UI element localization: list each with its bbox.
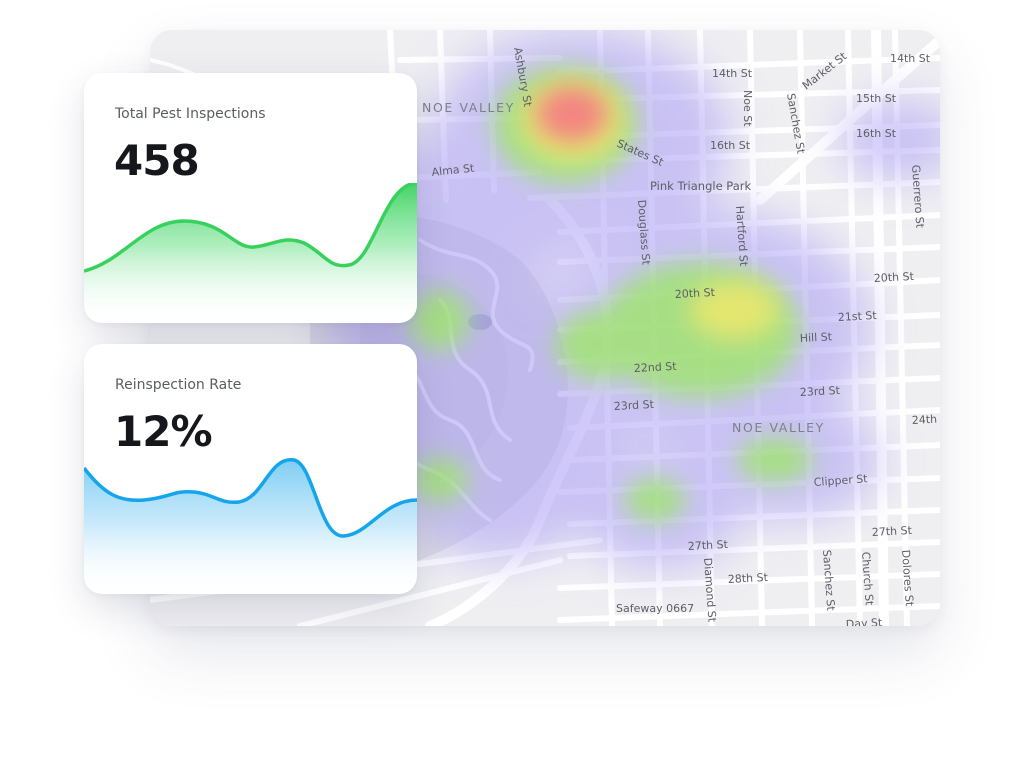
street-label: 22nd St — [633, 360, 677, 375]
street-label: Hill St — [799, 330, 833, 345]
heatmap-map[interactable]: NOE VALLEY NOE VALLEY Pink Triangle Park… — [150, 30, 940, 626]
street-label: Douglass St — [635, 199, 653, 266]
map-labels: NOE VALLEY NOE VALLEY Pink Triangle Park… — [422, 46, 940, 626]
street-label: Noe St — [741, 90, 754, 127]
street-label: 16th St — [856, 127, 897, 140]
street-label: 23rd St — [613, 398, 654, 413]
street-label: Hartford St — [733, 205, 750, 267]
street-label: Day St — [845, 616, 883, 626]
street-label: 27th St — [871, 524, 912, 539]
sparkline-area-chart — [84, 458, 417, 594]
total-pest-inspections-card: Total Pest Inspections 458 — [84, 73, 417, 323]
heatmap-layer — [320, 30, 940, 570]
street-label: 24th St — [911, 412, 940, 427]
street-label: 27th St — [687, 538, 728, 553]
street-label: 16th St — [710, 139, 751, 152]
street-label: 23rd St — [799, 384, 840, 399]
card-value: 458 — [114, 136, 200, 185]
park-label: Pink Triangle Park — [650, 179, 751, 193]
street-label: 28th St — [727, 571, 768, 586]
reinspection-rate-card: Reinspection Rate 12% — [84, 344, 417, 594]
neighborhood-label: NOE VALLEY — [422, 100, 515, 115]
street-label: 20th St — [873, 270, 914, 285]
sparkline-fill — [84, 459, 417, 594]
street-label: 20th St — [674, 286, 715, 301]
sparkline-line — [84, 458, 417, 538]
street-label: Alma St — [431, 162, 476, 179]
neighborhood-label: NOE VALLEY — [732, 420, 825, 435]
card-value: 12% — [114, 407, 213, 456]
street-label: Dolores St — [899, 549, 916, 607]
street-label: 14th St — [712, 67, 753, 80]
card-title: Reinspection Rate — [115, 377, 242, 393]
street-label: Church St — [859, 551, 876, 606]
card-title: Total Pest Inspections — [115, 106, 266, 122]
street-label: Guerrero St — [909, 164, 926, 229]
sparkline-fill — [84, 183, 417, 323]
street-label: Sanchez St — [820, 549, 837, 611]
street-label: 21st St — [837, 309, 877, 324]
street-label: Diamond St — [701, 557, 719, 623]
sparkline-area-chart — [84, 183, 417, 323]
street-label: 14th St — [890, 52, 931, 65]
street-label: 15th St — [856, 92, 897, 105]
street-label: Clipper St — [813, 472, 868, 489]
place-label: Safeway 0667 — [616, 602, 694, 615]
sparkline-line — [84, 183, 417, 273]
